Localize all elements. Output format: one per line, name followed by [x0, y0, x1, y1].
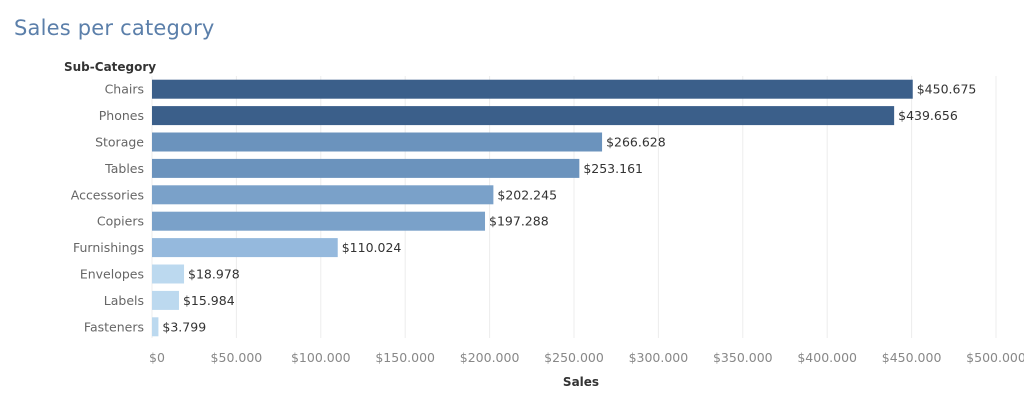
bar[interactable]	[152, 211, 486, 231]
x-axis-title: Sales	[563, 375, 599, 389]
bar[interactable]	[152, 264, 185, 284]
x-tick-label: $0	[149, 350, 165, 365]
data-label: $439.656	[898, 108, 958, 123]
x-tick-label: $400.000	[797, 350, 857, 365]
data-label: $18.978	[188, 267, 240, 282]
x-tick-label: $350.000	[713, 350, 773, 365]
data-label: $253.161	[583, 161, 643, 176]
category-label: Labels	[104, 293, 144, 308]
category-label: Accessories	[71, 187, 144, 202]
data-label: $202.245	[497, 187, 557, 202]
data-label: $266.628	[606, 135, 666, 150]
category-label: Storage	[95, 135, 144, 150]
x-tick-label: $150.000	[375, 350, 435, 365]
bar[interactable]	[152, 238, 338, 258]
bar[interactable]	[152, 290, 179, 310]
x-tick-label: $500.000	[966, 350, 1024, 365]
x-tick-label: $450.000	[882, 350, 942, 365]
y-axis-title: Sub-Category	[64, 60, 156, 74]
category-label: Fasteners	[84, 319, 144, 334]
bar[interactable]	[152, 317, 159, 337]
x-tick-label: $300.000	[629, 350, 689, 365]
x-tick-label: $200.000	[460, 350, 520, 365]
bar[interactable]	[152, 106, 895, 126]
category-label: Chairs	[105, 82, 144, 97]
data-label: $15.984	[183, 293, 235, 308]
x-tick-label: $250.000	[544, 350, 604, 365]
category-label: Furnishings	[73, 240, 144, 255]
data-label: $110.024	[342, 240, 402, 255]
category-label: Tables	[104, 161, 144, 176]
bar[interactable]	[152, 79, 913, 99]
category-label: Envelopes	[80, 267, 144, 282]
bars: Chairs $450.675 Phones $439.656 Storage $266.…	[71, 79, 977, 337]
data-label: $197.288	[489, 214, 549, 229]
chart-title: Sales per category	[14, 16, 215, 40]
data-label: $450.675	[917, 82, 977, 97]
category-label: Phones	[99, 108, 144, 123]
x-axis-ticks: $0 $50.000 $100.000 $150.000 $200.000 $250.00…	[149, 350, 1024, 365]
x-tick-label: $50.000	[211, 350, 263, 365]
bar[interactable]	[152, 185, 494, 205]
x-tick-label: $100.000	[291, 350, 351, 365]
data-label: $3.799	[162, 319, 206, 334]
bar[interactable]	[152, 158, 580, 178]
category-label: Copiers	[97, 214, 144, 229]
bar[interactable]	[152, 132, 603, 152]
